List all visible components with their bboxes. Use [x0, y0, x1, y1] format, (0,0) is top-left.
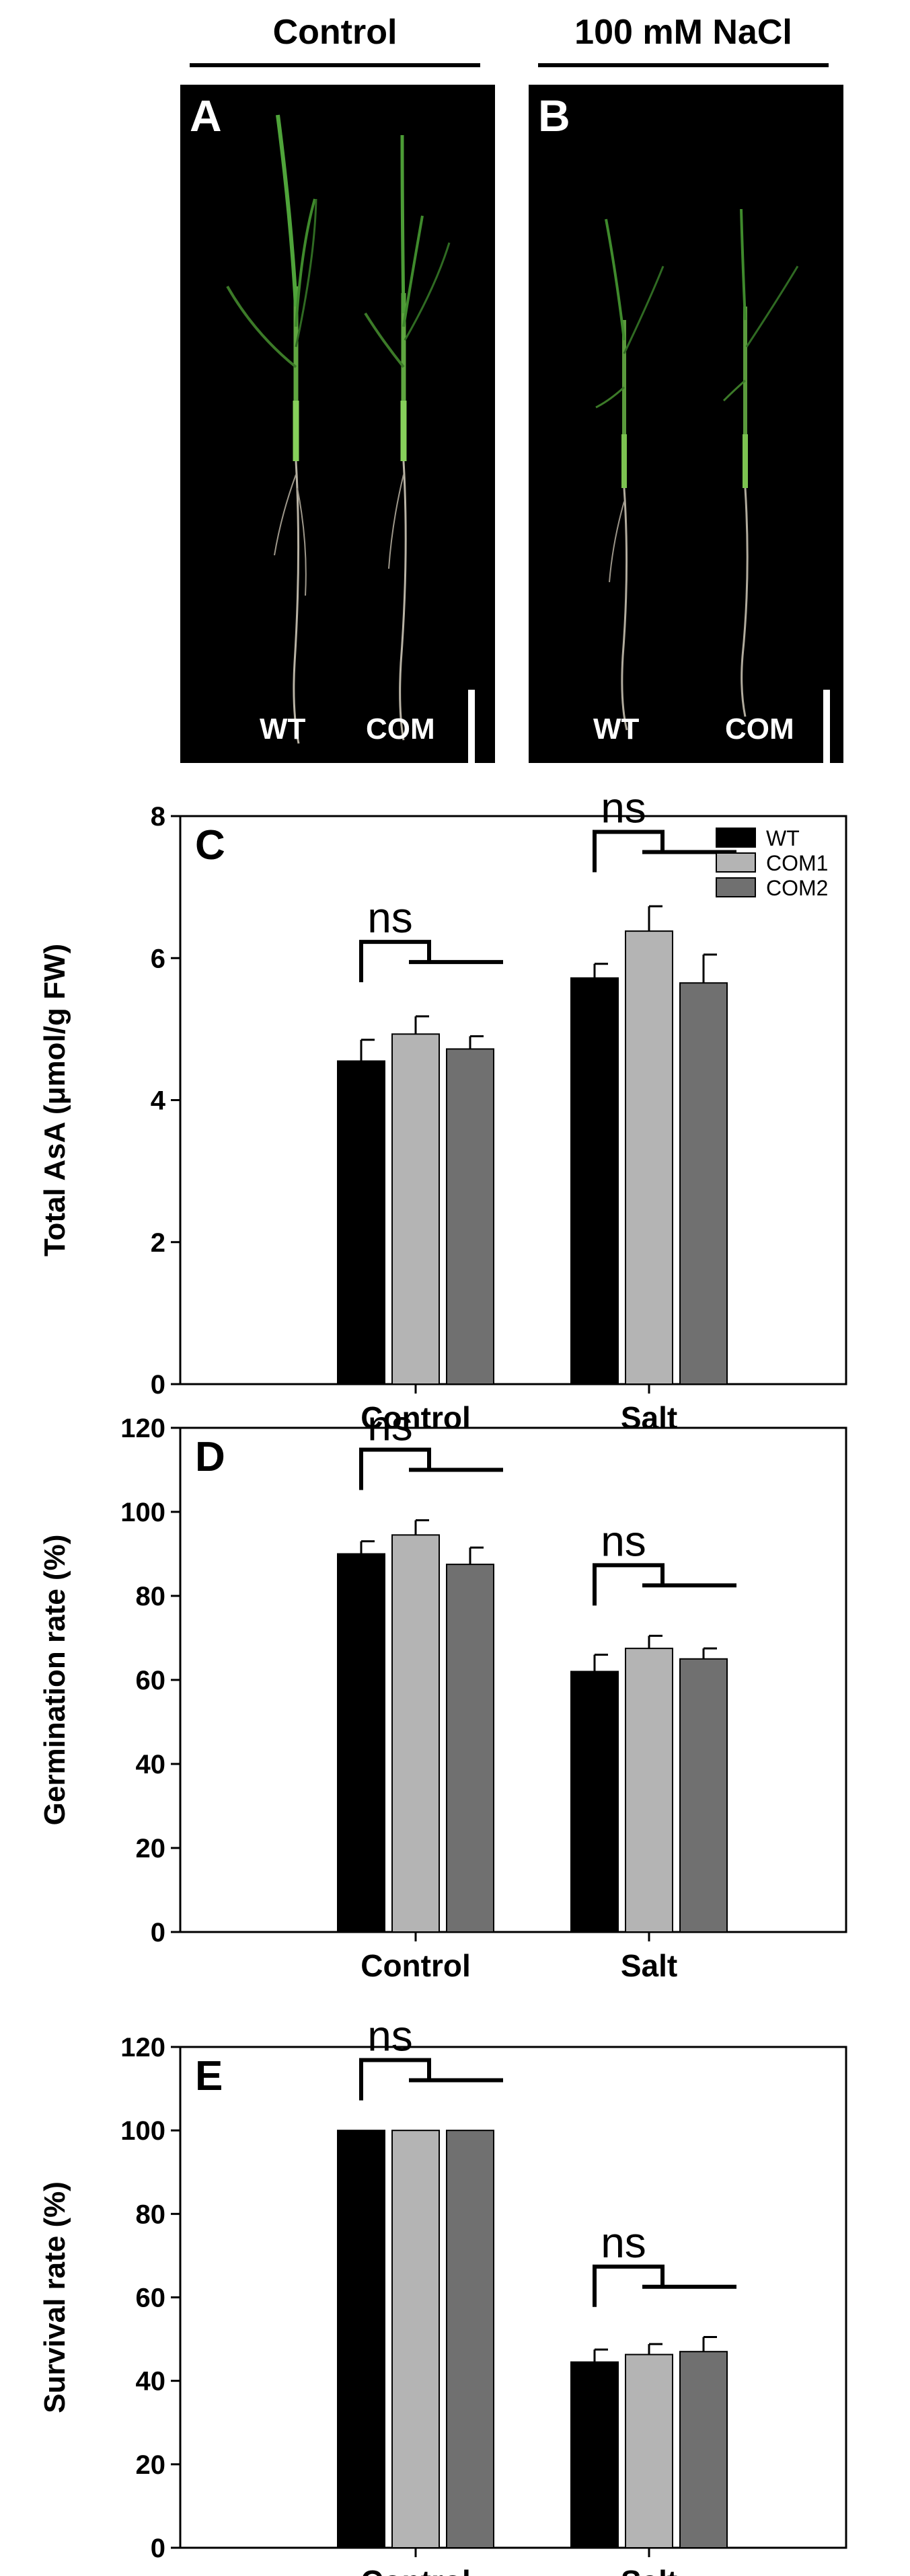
- panel-label-d: D: [195, 1434, 225, 1480]
- significance-bracket: [593, 2264, 665, 2307]
- y-tick-label: 60: [136, 2284, 166, 2313]
- y-tick-label: 20: [136, 2450, 166, 2480]
- control-header: Control: [190, 12, 480, 67]
- chart-panel-e: 0 20 40 60 80 100 120 Survival rate (%) E Control…: [38, 2011, 847, 2576]
- genotype-label-wt-b: WT: [593, 713, 640, 746]
- seedling-photo-a: [226, 114, 451, 744]
- y-tick-label: 100: [120, 1498, 165, 1527]
- significance-label: ns: [601, 783, 646, 832]
- bar-wt: [570, 1671, 619, 1933]
- y-tick-label: 80: [136, 2200, 166, 2229]
- x-tick-label: Control: [361, 1948, 471, 1983]
- panel-label-a: A: [190, 91, 222, 140]
- bar-com1: [391, 1033, 440, 1385]
- panel-label-e: E: [195, 2053, 223, 2099]
- photo-panel-a: A WT COM: [180, 85, 495, 763]
- scale-bar-b: [823, 690, 830, 763]
- y-tick-label: 20: [136, 1834, 166, 1863]
- seedling-com-control: [364, 134, 451, 741]
- y-tick-label: 8: [151, 802, 165, 832]
- x-tick-label: Salt: [621, 1400, 677, 1435]
- y-tick-label: 60: [136, 1666, 166, 1695]
- legend-swatch-com1: [716, 852, 756, 873]
- seedling-wt-salt: [595, 218, 665, 731]
- significance-label: ns: [367, 1402, 413, 1450]
- bar-wt: [337, 1060, 385, 1385]
- salt-header-label: 100 mM NaCl: [574, 13, 792, 52]
- y-tick-label: 4: [151, 1086, 166, 1116]
- x-tick-label: Control: [361, 2564, 471, 2576]
- legend-swatch-com2: [716, 877, 756, 897]
- genotype-label-com-b: COM: [725, 713, 794, 746]
- legend-label-com2: COM2: [766, 876, 828, 900]
- bar-com1: [391, 2130, 440, 2548]
- genotype-label-com-a: COM: [366, 713, 435, 746]
- panel-label-b: B: [538, 91, 570, 140]
- y-tick-label: 0: [151, 2534, 165, 2563]
- control-header-rule: [190, 63, 480, 67]
- control-header-label: Control: [272, 13, 397, 52]
- y-tick-label: 120: [120, 2033, 165, 2062]
- y-axis-label: Survival rate (%): [38, 2181, 71, 2413]
- bar-wt: [337, 2130, 385, 2548]
- seedling-wt-control: [226, 114, 317, 744]
- bar-com1: [391, 1534, 440, 1933]
- bar-com1: [625, 1648, 673, 1933]
- bar-wt: [570, 2361, 619, 2549]
- bar-com2: [446, 1048, 494, 1385]
- y-tick-label: 6: [151, 944, 165, 973]
- y-axis-label: Germination rate (%): [38, 1535, 71, 1826]
- significance-bracket: [359, 2058, 431, 2101]
- bar-wt: [337, 1553, 385, 1933]
- y-tick-label: 100: [120, 2116, 165, 2146]
- x-tick-label: Salt: [621, 2564, 677, 2576]
- x-tick-label: Salt: [621, 1948, 677, 1983]
- y-tick-label: 120: [120, 1414, 165, 1443]
- chart-panel-d: 0 20 40 60 80 100 120 Germination rate (%) D Cont…: [38, 1402, 847, 1983]
- significance-label: ns: [601, 2218, 646, 2267]
- x-tick-label: Control: [361, 1400, 471, 1435]
- y-axis-label: Total AsA (μmol/g FW): [38, 944, 71, 1256]
- y-tick-label: 40: [136, 2367, 166, 2397]
- y-tick-label: 80: [136, 1582, 166, 1611]
- bar-wt: [570, 977, 619, 1385]
- legend-swatch-wt: [716, 828, 756, 848]
- bar-com1: [625, 930, 673, 1385]
- significance-label: ns: [367, 893, 413, 942]
- bar-com2: [679, 2351, 728, 2548]
- bar-charts: 0 2 4 6 8 Total AsA (μmol/g FW) C Control Salt ns…: [38, 783, 847, 2576]
- bar-com2: [446, 2130, 494, 2548]
- bar-com2: [679, 982, 728, 1385]
- seedling-photo-b: [595, 208, 799, 731]
- genotype-label-wt-a: WT: [260, 713, 306, 746]
- salt-header: 100 mM NaCl: [538, 12, 829, 67]
- legend-label-com1: COM1: [766, 851, 828, 875]
- bar-com2: [446, 1564, 494, 1933]
- significance-bracket: [593, 830, 665, 873]
- plot-frame: [179, 2046, 847, 2549]
- plot-frame: [179, 1426, 847, 1933]
- legend-label-wt: WT: [766, 826, 800, 850]
- bar-com2: [679, 1658, 728, 1933]
- significance-label: ns: [601, 1517, 646, 1565]
- significance-label: ns: [367, 2011, 413, 2060]
- photo-panel-b: B WT COM: [529, 85, 843, 763]
- plot-frame: [179, 815, 847, 1385]
- significance-bracket: [359, 1447, 431, 1490]
- y-tick-label: 2: [151, 1228, 165, 1258]
- significance-bracket: [593, 1563, 665, 1606]
- y-tick-label: 0: [151, 1918, 165, 1947]
- significance-bracket: [359, 940, 431, 983]
- y-tick-label: 0: [151, 1370, 165, 1400]
- panel-label-c: C: [195, 822, 225, 869]
- y-tick-label: 40: [136, 1750, 166, 1779]
- seedling-com-salt: [722, 208, 799, 717]
- bar-com1: [625, 2353, 673, 2549]
- salt-header-rule: [538, 63, 829, 67]
- chart-panel-c: 0 2 4 6 8 Total AsA (μmol/g FW) C Control Salt ns…: [38, 783, 847, 1435]
- scale-bar-a: [468, 690, 475, 763]
